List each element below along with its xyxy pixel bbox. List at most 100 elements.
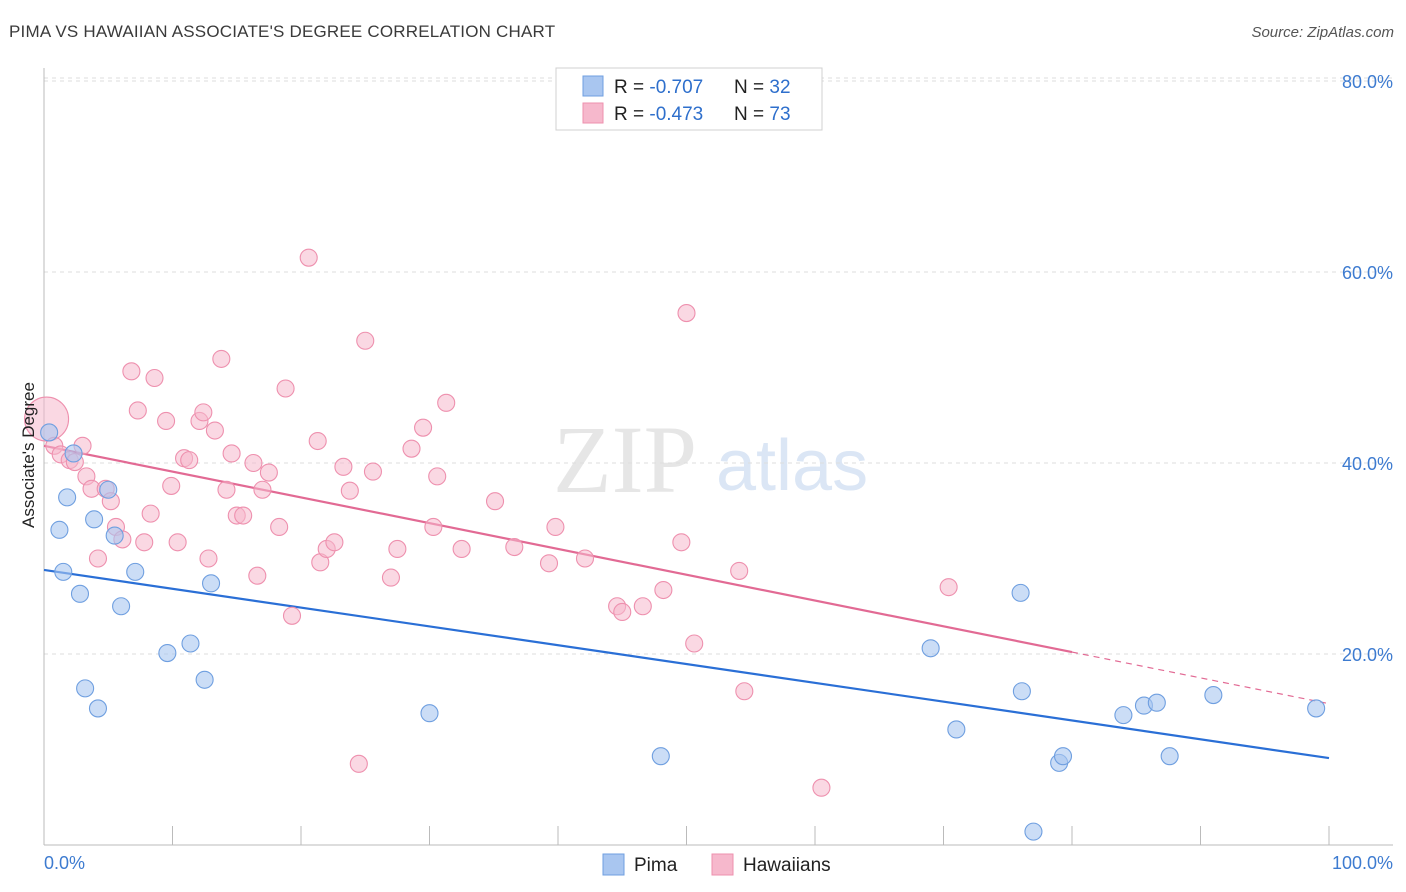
point-hawaiians	[539, 554, 559, 573]
point-pima	[1204, 686, 1223, 705]
chart-title: PIMA VS HAWAIIAN ASSOCIATE'S DEGREE CORR…	[9, 22, 556, 41]
legend-r-label: R =	[614, 77, 649, 98]
point-pima	[1011, 583, 1030, 602]
point-pima	[1053, 747, 1073, 766]
point-pima	[70, 584, 90, 603]
point-hawaiians	[145, 368, 164, 388]
point-hawaiians	[325, 533, 344, 552]
point-pima	[126, 562, 145, 581]
bottom-legend-swatch-hawaiians	[711, 853, 734, 876]
point-hawaiians	[194, 403, 213, 422]
point-hawaiians	[575, 549, 595, 568]
point-pima	[202, 574, 221, 593]
point-pima	[651, 747, 670, 766]
point-pima	[76, 679, 95, 698]
point-pima	[112, 597, 131, 616]
point-hawaiians	[437, 393, 456, 412]
point-hawaiians	[217, 480, 236, 499]
point-pima	[50, 520, 69, 539]
point-hawaiians	[234, 506, 253, 525]
point-hawaiians	[205, 421, 224, 440]
legend-n-value-pima: 32	[769, 77, 790, 98]
point-pima	[1307, 699, 1326, 718]
point-hawaiians	[546, 517, 565, 537]
point-hawaiians	[222, 444, 241, 463]
watermark-zip: ZIP	[553, 406, 697, 513]
point-hawaiians	[180, 451, 199, 470]
point-hawaiians	[730, 561, 749, 580]
trend-line-hawaiians	[43, 444, 1073, 654]
point-pima	[181, 634, 200, 653]
legend-swatch-hawaiians	[582, 102, 604, 124]
point-hawaiians	[270, 517, 289, 537]
y-tick-label: 60.0%	[1342, 263, 1393, 283]
bottom-legend-label-hawaiians: Hawaiians	[743, 855, 831, 876]
point-hawaiians	[168, 533, 187, 552]
svg-text:R = -0.473: R = -0.473	[614, 104, 703, 125]
point-hawaiians	[244, 453, 263, 473]
point-hawaiians	[340, 481, 359, 500]
point-pima	[85, 510, 104, 529]
point-hawaiians	[505, 537, 524, 557]
legend-n-label: N =	[734, 77, 769, 98]
tick-labels: 20.0% 40.0% 60.0% 80.0% 0.0% 100.0%	[44, 72, 1393, 873]
legend-r-label: R =	[614, 104, 649, 125]
point-hawaiians	[388, 539, 407, 559]
point-hawaiians	[334, 457, 353, 476]
series-legend: Pima Hawaiians	[602, 853, 831, 876]
point-hawaiians	[381, 568, 401, 587]
point-hawaiians	[613, 602, 632, 622]
point-pima	[40, 423, 59, 442]
point-hawaiians	[88, 549, 108, 568]
point-hawaiians	[199, 549, 218, 568]
point-hawaiians	[633, 597, 652, 616]
point-pima	[105, 526, 124, 545]
point-pima	[420, 704, 439, 723]
point-hawaiians	[428, 467, 447, 486]
svg-text:N = 73: N = 73	[734, 104, 791, 125]
point-hawaiians	[308, 431, 327, 451]
y-tick-label: 80.0%	[1342, 72, 1393, 92]
x-tick-label-start: 0.0%	[44, 853, 85, 873]
y-axis-label: Associate's Degree	[19, 382, 38, 528]
point-pima	[921, 639, 940, 658]
point-hawaiians	[259, 463, 278, 482]
point-hawaiians	[299, 248, 318, 267]
legend-r-value-pima: -0.707	[649, 77, 703, 98]
point-hawaiians	[735, 682, 754, 701]
legend-swatch-pima	[582, 75, 604, 97]
bottom-legend-label-pima: Pima	[634, 855, 678, 876]
svg-text:R = -0.707: R = -0.707	[614, 77, 703, 98]
source-label: Source: ZipAtlas.com	[1251, 24, 1394, 41]
point-hawaiians	[654, 580, 673, 600]
point-hawaiians	[276, 379, 295, 398]
point-pima	[99, 480, 118, 499]
point-hawaiians	[162, 476, 181, 495]
point-hawaiians	[812, 778, 831, 797]
point-hawaiians	[356, 331, 375, 350]
data-points	[24, 248, 1326, 841]
svg-text:N = 32: N = 32	[734, 77, 791, 98]
point-hawaiians	[212, 349, 231, 368]
watermark-atlas: atlas	[716, 426, 868, 506]
legend-r-value-hawaiians: -0.473	[649, 104, 703, 125]
point-hawaiians	[253, 480, 272, 499]
point-hawaiians	[939, 578, 958, 597]
point-hawaiians	[122, 362, 141, 381]
point-hawaiians	[424, 517, 443, 537]
point-pima	[195, 670, 214, 689]
point-pima	[1147, 693, 1166, 712]
correlation-legend: R = -0.707 N = 32 R = -0.473 N = 73	[555, 67, 823, 131]
x-tick-label-end: 100.0%	[1332, 853, 1393, 873]
point-hawaiians	[672, 533, 691, 552]
bottom-legend-swatch-pima	[602, 853, 625, 876]
grid-lines	[44, 77, 1393, 655]
point-hawaiians	[282, 606, 302, 625]
point-hawaiians	[414, 418, 433, 437]
point-pima	[1114, 706, 1133, 725]
axes	[43, 68, 1393, 846]
point-hawaiians	[402, 439, 421, 458]
point-pima	[88, 699, 108, 718]
point-hawaiians	[349, 754, 368, 773]
